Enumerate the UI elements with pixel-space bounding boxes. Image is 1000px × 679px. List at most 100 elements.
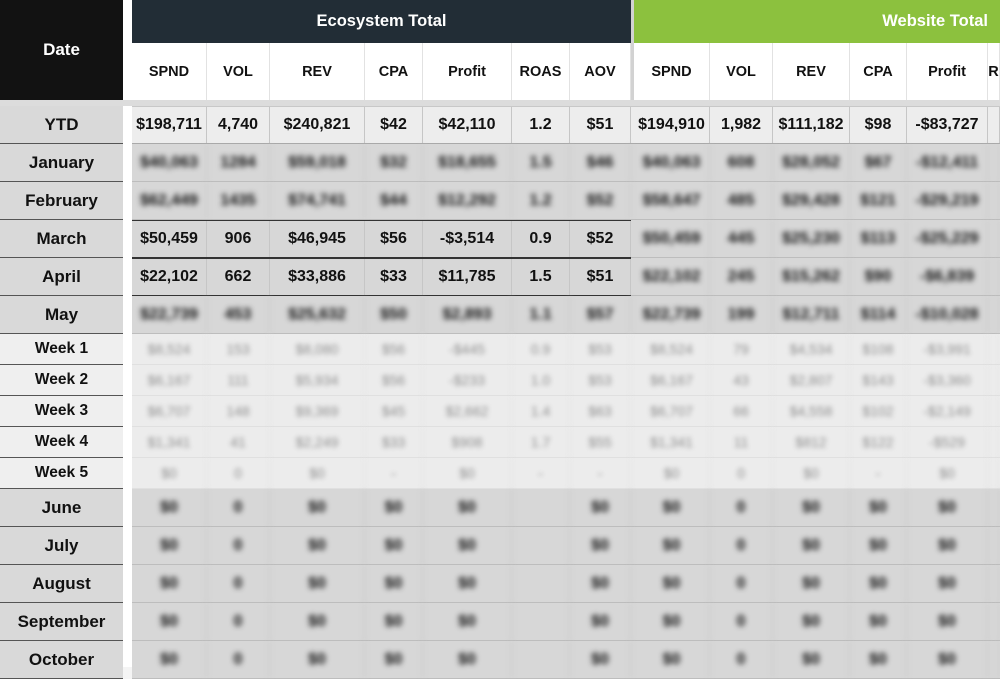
- web-cell-spnd[interactable]: $0: [634, 565, 710, 602]
- eco-cell-roas[interactable]: 1.5: [512, 144, 570, 181]
- eco-cell-cpa[interactable]: $44: [365, 182, 423, 219]
- web-cell-vol[interactable]: 66: [710, 396, 773, 426]
- web-cell-rev[interactable]: $0: [773, 641, 850, 678]
- row-label-june[interactable]: June: [0, 489, 123, 527]
- eco-cell-vol[interactable]: 0: [207, 489, 270, 526]
- eco-cell-aov[interactable]: $51: [570, 107, 631, 143]
- eco-cell-roas[interactable]: -: [512, 458, 570, 488]
- eco-cell-profit[interactable]: $2,893: [423, 296, 512, 333]
- eco-cell-cpa[interactable]: $42: [365, 107, 423, 143]
- web-cell-profit[interactable]: $0: [907, 458, 988, 488]
- eco-cell-cpa[interactable]: $33: [365, 258, 423, 295]
- web-cell-vol[interactable]: 0: [710, 527, 773, 564]
- web-cell-spnd[interactable]: $8,524: [634, 334, 710, 364]
- web-cell-vol[interactable]: 485: [710, 182, 773, 219]
- row-label-january[interactable]: January: [0, 144, 123, 182]
- web-cell-r[interactable]: [988, 641, 1000, 678]
- web-cell-r[interactable]: [988, 365, 1000, 395]
- web-cell-vol[interactable]: 0: [710, 603, 773, 640]
- web-cell-vol[interactable]: 0: [710, 641, 773, 678]
- row-label-week-2[interactable]: Week 2: [0, 365, 123, 396]
- web-cell-cpa[interactable]: $114: [850, 296, 907, 333]
- eco-cell-roas[interactable]: 1.2: [512, 182, 570, 219]
- eco-cell-aov[interactable]: $52: [570, 220, 631, 257]
- eco-cell-aov[interactable]: $46: [570, 144, 631, 181]
- eco-cell-roas[interactable]: 1.0: [512, 365, 570, 395]
- eco-cell-spnd[interactable]: $40,063: [132, 144, 207, 181]
- web-cell-spnd[interactable]: $22,102: [634, 258, 710, 295]
- eco-cell-profit[interactable]: $0: [423, 527, 512, 564]
- web-cell-spnd[interactable]: $0: [634, 641, 710, 678]
- web-cell-cpa[interactable]: $0: [850, 565, 907, 602]
- eco-cell-spnd[interactable]: $62,449: [132, 182, 207, 219]
- eco-cell-profit[interactable]: -$3,514: [423, 220, 512, 257]
- web-cell-profit[interactable]: -$10,028: [907, 296, 988, 333]
- row-label-september[interactable]: September: [0, 603, 123, 641]
- web-cell-rev[interactable]: $15,262: [773, 258, 850, 295]
- web-cell-spnd[interactable]: $6,707: [634, 396, 710, 426]
- web-cell-vol[interactable]: 445: [710, 220, 773, 257]
- eco-cell-profit[interactable]: $0: [423, 489, 512, 526]
- eco-cell-vol[interactable]: 0: [207, 458, 270, 488]
- eco-cell-profit[interactable]: $0: [423, 458, 512, 488]
- web-cell-profit[interactable]: $0: [907, 603, 988, 640]
- eco-cell-cpa[interactable]: $56: [365, 365, 423, 395]
- eco-cell-rev[interactable]: $0: [270, 641, 365, 678]
- web-cell-rev[interactable]: $4,558: [773, 396, 850, 426]
- web-cell-cpa[interactable]: $90: [850, 258, 907, 295]
- web-cell-profit[interactable]: -$83,727: [907, 107, 988, 143]
- eco-cell-rev[interactable]: $25,632: [270, 296, 365, 333]
- eco-cell-spnd[interactable]: $0: [132, 489, 207, 526]
- eco-cell-cpa[interactable]: $32: [365, 144, 423, 181]
- eco-cell-profit[interactable]: $42,110: [423, 107, 512, 143]
- eco-cell-roas[interactable]: [512, 527, 570, 564]
- eco-cell-spnd[interactable]: $6,167: [132, 365, 207, 395]
- web-cell-r[interactable]: [988, 603, 1000, 640]
- eco-cell-rev[interactable]: $8,080: [270, 334, 365, 364]
- web-cell-rev[interactable]: $111,182: [773, 107, 850, 143]
- eco-cell-profit[interactable]: $11,785: [423, 258, 512, 295]
- web-cell-vol[interactable]: 1,982: [710, 107, 773, 143]
- web-cell-profit[interactable]: -$3,991: [907, 334, 988, 364]
- row-label-ytd[interactable]: YTD: [0, 106, 123, 144]
- eco-cell-vol[interactable]: 148: [207, 396, 270, 426]
- web-cell-rev[interactable]: $29,428: [773, 182, 850, 219]
- row-label-week-4[interactable]: Week 4: [0, 427, 123, 458]
- web-cell-vol[interactable]: 199: [710, 296, 773, 333]
- web-cell-cpa[interactable]: $108: [850, 334, 907, 364]
- eco-cell-vol[interactable]: 906: [207, 220, 270, 257]
- eco-cell-cpa[interactable]: $33: [365, 427, 423, 457]
- eco-cell-roas[interactable]: 1.4: [512, 396, 570, 426]
- web-cell-rev[interactable]: $0: [773, 527, 850, 564]
- web-cell-rev[interactable]: $0: [773, 489, 850, 526]
- eco-cell-rev[interactable]: $0: [270, 565, 365, 602]
- web-cell-rev[interactable]: $28,052: [773, 144, 850, 181]
- eco-cell-cpa[interactable]: $0: [365, 489, 423, 526]
- web-cell-spnd[interactable]: $58,647: [634, 182, 710, 219]
- eco-cell-cpa[interactable]: $0: [365, 641, 423, 678]
- web-cell-r[interactable]: [988, 427, 1000, 457]
- eco-cell-spnd[interactable]: $22,739: [132, 296, 207, 333]
- web-cell-r[interactable]: [988, 107, 1000, 143]
- row-label-august[interactable]: August: [0, 565, 123, 603]
- eco-cell-aov[interactable]: $0: [570, 489, 631, 526]
- eco-cell-vol[interactable]: 0: [207, 527, 270, 564]
- eco-cell-rev[interactable]: $0: [270, 458, 365, 488]
- web-cell-cpa[interactable]: $113: [850, 220, 907, 257]
- web-cell-spnd[interactable]: $194,910: [634, 107, 710, 143]
- eco-cell-aov[interactable]: $0: [570, 641, 631, 678]
- eco-cell-rev[interactable]: $9,369: [270, 396, 365, 426]
- web-cell-vol[interactable]: 11: [710, 427, 773, 457]
- web-cell-r[interactable]: [988, 458, 1000, 488]
- web-cell-spnd[interactable]: $50,459: [634, 220, 710, 257]
- web-cell-profit[interactable]: -$3,360: [907, 365, 988, 395]
- eco-cell-profit[interactable]: $0: [423, 641, 512, 678]
- eco-cell-aov[interactable]: $53: [570, 365, 631, 395]
- eco-cell-roas[interactable]: 1.5: [512, 258, 570, 295]
- web-cell-rev[interactable]: $2,807: [773, 365, 850, 395]
- row-label-february[interactable]: February: [0, 182, 123, 220]
- web-cell-r[interactable]: [988, 565, 1000, 602]
- eco-cell-spnd[interactable]: $0: [132, 565, 207, 602]
- web-cell-cpa[interactable]: $67: [850, 144, 907, 181]
- eco-cell-cpa[interactable]: $50: [365, 296, 423, 333]
